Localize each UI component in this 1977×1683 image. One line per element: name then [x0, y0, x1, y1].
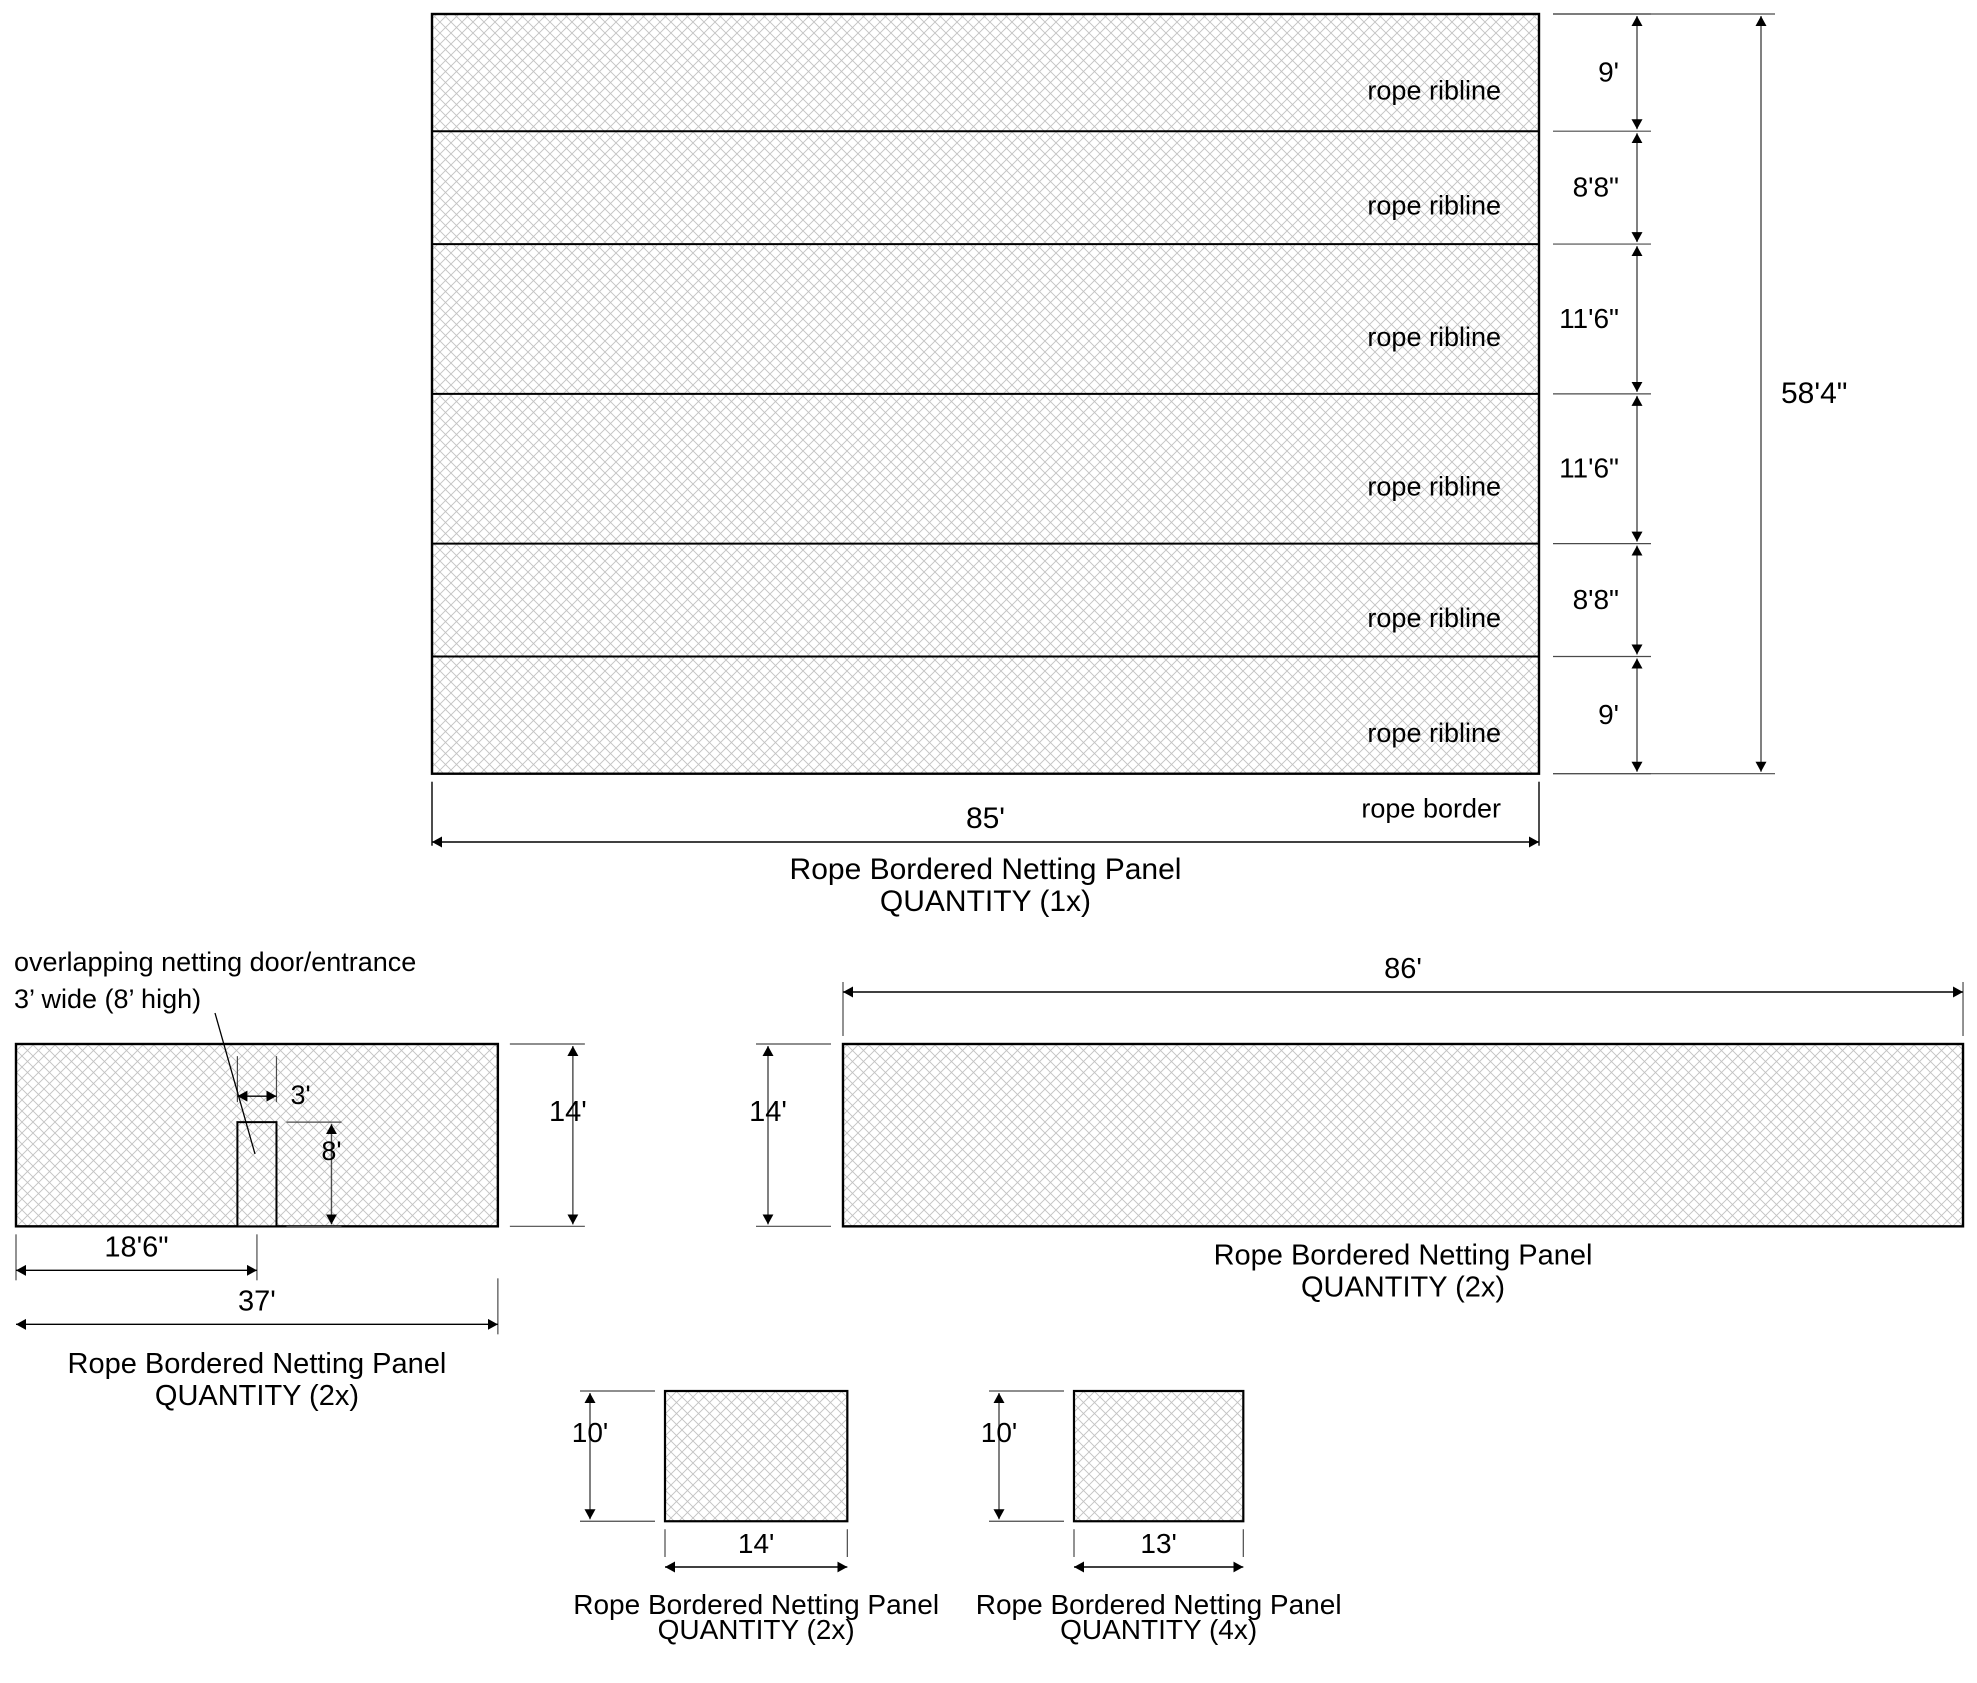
svg-text:rope ribline: rope ribline	[1367, 191, 1501, 221]
svg-text:9': 9'	[1598, 699, 1619, 730]
svg-text:86': 86'	[1384, 953, 1422, 985]
svg-text:QUANTITY (1x): QUANTITY (1x)	[880, 885, 1091, 918]
svg-text:rope border: rope border	[1361, 794, 1501, 824]
svg-text:14': 14'	[749, 1096, 787, 1128]
svg-text:14': 14'	[738, 1528, 775, 1559]
svg-text:18'6": 18'6"	[104, 1231, 168, 1263]
svg-text:9': 9'	[1598, 57, 1619, 88]
svg-text:85': 85'	[966, 802, 1005, 835]
svg-text:58'4": 58'4"	[1781, 377, 1847, 410]
svg-text:11'6": 11'6"	[1559, 303, 1619, 334]
svg-text:rope ribline: rope ribline	[1367, 472, 1501, 502]
svg-text:rope ribline: rope ribline	[1367, 76, 1501, 106]
svg-text:14': 14'	[549, 1096, 587, 1128]
svg-text:10': 10'	[572, 1417, 609, 1448]
svg-text:3’ wide (8’ high): 3’ wide (8’ high)	[14, 984, 201, 1014]
svg-text:QUANTITY (2x): QUANTITY (2x)	[155, 1380, 359, 1412]
svg-text:QUANTITY (2x): QUANTITY (2x)	[658, 1614, 855, 1645]
svg-text:11'6": 11'6"	[1559, 453, 1619, 484]
svg-text:Rope Bordered Netting Panel: Rope Bordered Netting Panel	[1214, 1239, 1593, 1271]
svg-text:8': 8'	[321, 1136, 341, 1166]
svg-text:8'8": 8'8"	[1573, 172, 1619, 203]
svg-text:37': 37'	[238, 1285, 276, 1317]
svg-text:overlapping netting door/entra: overlapping netting door/entrance	[14, 947, 416, 977]
svg-text:Rope Bordered Netting Panel: Rope Bordered Netting Panel	[68, 1348, 447, 1380]
svg-text:Rope Bordered Netting Panel: Rope Bordered Netting Panel	[790, 853, 1182, 886]
svg-text:QUANTITY (4x): QUANTITY (4x)	[1060, 1614, 1257, 1645]
svg-text:rope ribline: rope ribline	[1367, 718, 1501, 748]
svg-text:3': 3'	[290, 1080, 310, 1110]
svg-text:13': 13'	[1140, 1528, 1177, 1559]
svg-text:rope ribline: rope ribline	[1367, 322, 1501, 352]
svg-text:rope ribline: rope ribline	[1367, 603, 1501, 633]
svg-text:10': 10'	[981, 1417, 1018, 1448]
svg-text:8'8": 8'8"	[1573, 584, 1619, 615]
svg-text:QUANTITY (2x): QUANTITY (2x)	[1301, 1271, 1505, 1303]
